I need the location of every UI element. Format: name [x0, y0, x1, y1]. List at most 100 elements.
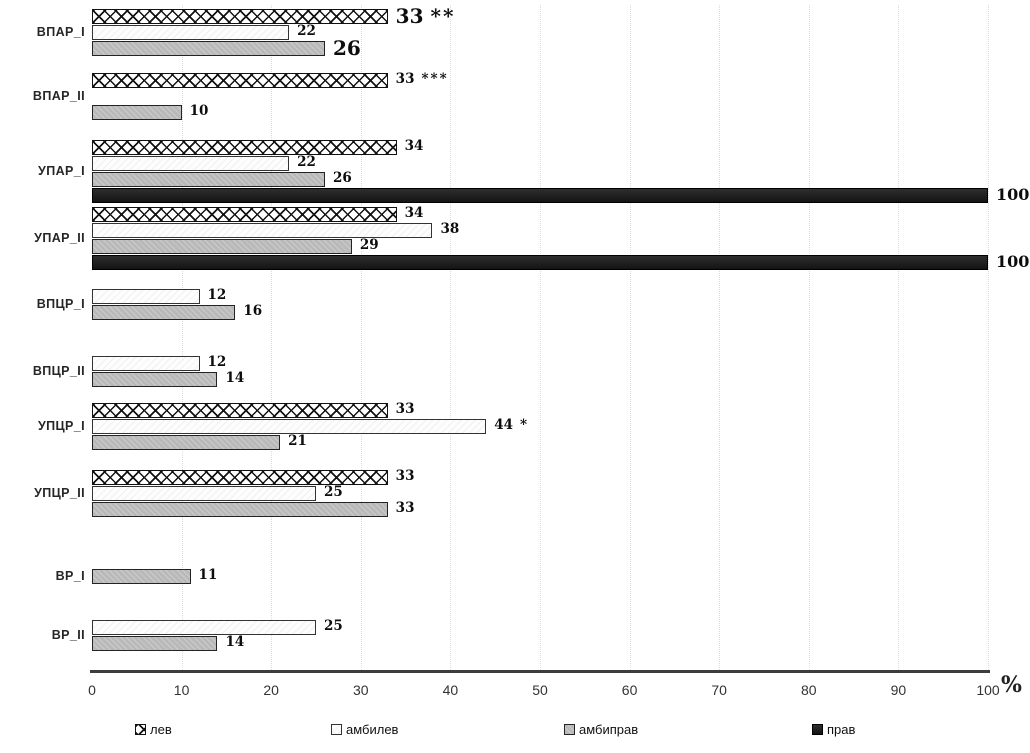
gray-square-icon	[564, 724, 575, 735]
category-label: ВПЦР_I	[36, 297, 85, 311]
bar-prav	[92, 254, 988, 270]
x-axis-unit-suffix: %	[1001, 672, 1022, 698]
bar-row: 12	[92, 288, 1030, 304]
bar-value-label: 25	[324, 484, 343, 501]
crosshatch-icon	[135, 724, 146, 735]
bar-value-label: 29	[359, 237, 379, 254]
bar-ambilev	[92, 155, 290, 171]
legend-label: амбиправ	[579, 722, 639, 737]
bar-row: 25	[92, 485, 1030, 501]
legend-item-prav: прав	[812, 722, 855, 737]
x-axis-tick-label: 90	[890, 682, 907, 698]
bar-value-label: 10	[189, 103, 209, 120]
x-axis-tick-label: 50	[532, 682, 548, 698]
bar-row: 22	[92, 24, 1030, 40]
bar-lev	[92, 72, 388, 88]
bar-value-label: 12	[207, 287, 227, 304]
significance-annotation: ***	[421, 71, 449, 88]
category-label: УПЦР_I	[37, 419, 85, 433]
bar-ambiprav	[92, 635, 218, 651]
category-label: ВР_II	[51, 628, 85, 642]
bar-ambiprav	[92, 568, 191, 584]
bar-ambilev	[92, 619, 316, 635]
bar-value-label: 33	[395, 468, 415, 485]
x-axis-tick-label: 20	[263, 682, 279, 698]
legend-item-ambilev: амбилев	[331, 722, 398, 737]
bar-ambiprav	[92, 501, 388, 517]
bar-ambilev	[92, 222, 433, 238]
bar-row: 33 **	[92, 4, 1030, 28]
bar-value-label: 44 *	[494, 417, 530, 434]
bar-ambiprav	[92, 40, 325, 56]
gridline	[271, 5, 273, 670]
bar-row: 100	[92, 254, 1030, 270]
x-axis-tick-label: 60	[621, 682, 638, 698]
legend-label: амбилев	[346, 722, 399, 737]
category-label: УПАР_II	[34, 231, 85, 245]
legend-label: лев	[150, 722, 172, 737]
bar-value-label: 33	[395, 500, 415, 517]
bar-lev	[92, 469, 388, 485]
bar-row: 16	[92, 304, 1030, 320]
gridline	[808, 5, 810, 670]
gridline	[540, 5, 541, 670]
bar-row: 34	[92, 139, 1030, 155]
bar-row: 44 *	[92, 418, 1030, 434]
bar-row: 21	[92, 434, 1030, 450]
bar-value-label: 11	[198, 567, 218, 584]
bar-row: 29	[92, 238, 1030, 254]
bar-ambiprav	[92, 238, 352, 254]
bar-value-label: 14	[225, 370, 245, 387]
bar-row: 14	[92, 635, 1030, 651]
bar-ambiprav	[92, 304, 236, 320]
bar-value-label: 14	[225, 634, 245, 651]
bar-row: 14	[92, 371, 1030, 387]
gridline	[360, 5, 362, 670]
bar-row: 26	[92, 36, 1030, 60]
bar-value-label: 21	[288, 433, 307, 450]
bar-ambiprav	[92, 171, 325, 187]
x-axis-tick-label: 80	[801, 682, 817, 698]
bar-value-label: 26	[332, 170, 352, 187]
bar-value-label: 34	[404, 205, 424, 222]
x-axis-tick-label: 10	[173, 682, 190, 698]
bar-row: 26	[92, 171, 1030, 187]
legend-label: прав	[827, 722, 856, 737]
legend-item-lev: лев	[135, 722, 172, 737]
bar-value-label: 26	[332, 36, 361, 60]
bar-row: 33	[92, 501, 1030, 517]
x-axis-tick-label: 70	[711, 682, 727, 698]
gridline	[181, 5, 183, 670]
bar-lev	[92, 206, 397, 222]
bar-value-label: 100	[996, 252, 1030, 271]
bar-ambiprav	[92, 371, 218, 387]
category-label: ВПАР_II	[32, 89, 85, 103]
bar-row: 34	[92, 206, 1030, 222]
bar-ambilev	[92, 24, 290, 40]
bar-lev	[92, 402, 388, 418]
category-label: ВР_I	[55, 569, 85, 583]
bar-lev	[92, 139, 397, 155]
category-label: УПАР_I	[38, 164, 85, 178]
bar-value-label: 33	[395, 401, 415, 418]
bar-value-label: 12	[207, 354, 227, 371]
x-axis-tick-label: 40	[442, 682, 459, 698]
white-square-icon	[331, 724, 342, 735]
bar-value-label: 33 **	[395, 4, 456, 28]
legend-item-ambiprav: амбиправ	[564, 722, 638, 737]
x-axis-tick-label: 100	[976, 682, 1000, 698]
bar-value-label: 34	[404, 138, 424, 155]
bar-value-label: 25	[324, 618, 343, 635]
gridline	[719, 5, 721, 670]
bar-row: 10	[92, 104, 1030, 120]
category-label: ВПАР_I	[36, 25, 85, 39]
bar-row: 11	[92, 568, 1030, 584]
bar-value-label: 22	[297, 154, 316, 171]
significance-annotation: **	[430, 4, 456, 28]
bar-prav	[92, 187, 988, 203]
gridline	[988, 5, 989, 670]
gridline	[629, 5, 631, 670]
bar-row: 100	[92, 187, 1030, 203]
bar-row: 33 ***	[92, 72, 1030, 88]
